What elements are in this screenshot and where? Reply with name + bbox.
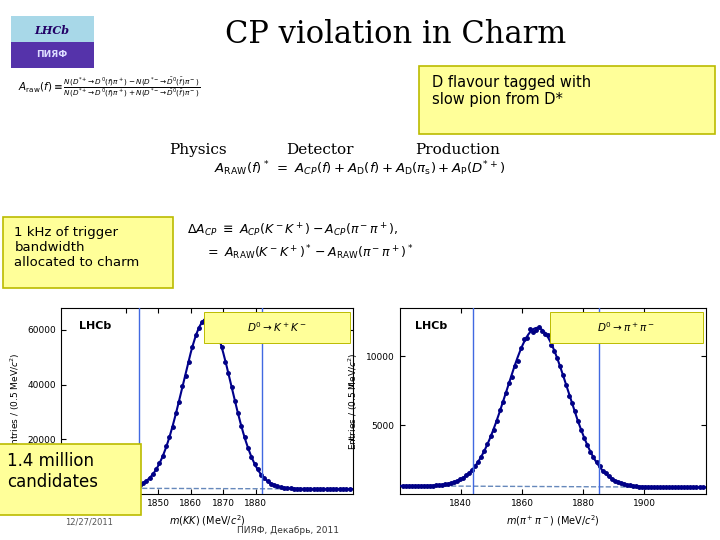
X-axis label: $m(\pi^+\pi^-)$ (MeV/$c^2$): $m(\pi^+\pi^-)$ (MeV/$c^2$) bbox=[505, 514, 600, 528]
Text: $D^0 \to \pi^+\pi^-$: $D^0 \to \pi^+\pi^-$ bbox=[597, 320, 655, 334]
Bar bbox=[11, 42, 94, 68]
Text: $A_{\rm raw}(f) \equiv \frac{N(D^{*+}\!\to D^0(f)\pi^+) - N(D^{*-}\!\to \bar{D}^: $A_{\rm raw}(f) \equiv \frac{N(D^{*+}\!\… bbox=[18, 76, 200, 100]
Text: LHCb: LHCb bbox=[415, 321, 447, 331]
Text: LHCb: LHCb bbox=[35, 25, 70, 36]
Text: ПИЯФ: ПИЯФ bbox=[37, 50, 68, 59]
Text: LHCb: LHCb bbox=[78, 321, 111, 331]
Text: Production: Production bbox=[415, 143, 500, 157]
Y-axis label: Entries / (0.5 MeV/$c^2$): Entries / (0.5 MeV/$c^2$) bbox=[9, 352, 22, 450]
Text: Physics: Physics bbox=[169, 143, 227, 157]
FancyBboxPatch shape bbox=[549, 312, 703, 343]
Text: $\Delta A_{CP}\ \equiv\ A_{CP}(K^-K^+) - A_{CP}(\pi^-\pi^+),$: $\Delta A_{CP}\ \equiv\ A_{CP}(K^-K^+) -… bbox=[187, 221, 398, 239]
Text: $D^0 \to K^+K^-$: $D^0 \to K^+K^-$ bbox=[247, 320, 307, 334]
Text: 1 kHz of trigger
bandwidth
allocated to charm: 1 kHz of trigger bandwidth allocated to … bbox=[14, 226, 140, 269]
Text: $=\ A_{\rm RAW}(K^-K^+)^* - A_{\rm RAW}(\pi^-\pi^+)^*$: $=\ A_{\rm RAW}(K^-K^+)^* - A_{\rm RAW}(… bbox=[205, 243, 413, 262]
Text: CP violation in Charm: CP violation in Charm bbox=[225, 19, 567, 50]
Text: D flavour tagged with
slow pion from D*: D flavour tagged with slow pion from D* bbox=[432, 75, 591, 107]
FancyBboxPatch shape bbox=[204, 312, 350, 343]
Text: $A_{\rm RAW}(f)^* \ = \ A_{CP}(f) + A_{\rm D}(f) + A_{\rm D}(\pi_{\rm s}) + A_{\: $A_{\rm RAW}(f)^* \ = \ A_{CP}(f) + A_{\… bbox=[215, 159, 505, 178]
Text: 1.4 million
candidates: 1.4 million candidates bbox=[7, 452, 98, 491]
Bar bbox=[11, 16, 94, 42]
X-axis label: $m(KK)$ (MeV/$c^2$): $m(KK)$ (MeV/$c^2$) bbox=[168, 514, 246, 528]
Y-axis label: Entries / (0.5 MeV/$c^2$): Entries / (0.5 MeV/$c^2$) bbox=[347, 352, 361, 450]
Text: ПИЯФ, Декабрь, 2011: ПИЯФ, Декабрь, 2011 bbox=[237, 525, 339, 535]
Text: 12/27/2011: 12/27/2011 bbox=[65, 517, 112, 526]
Text: Detector: Detector bbox=[287, 143, 354, 157]
